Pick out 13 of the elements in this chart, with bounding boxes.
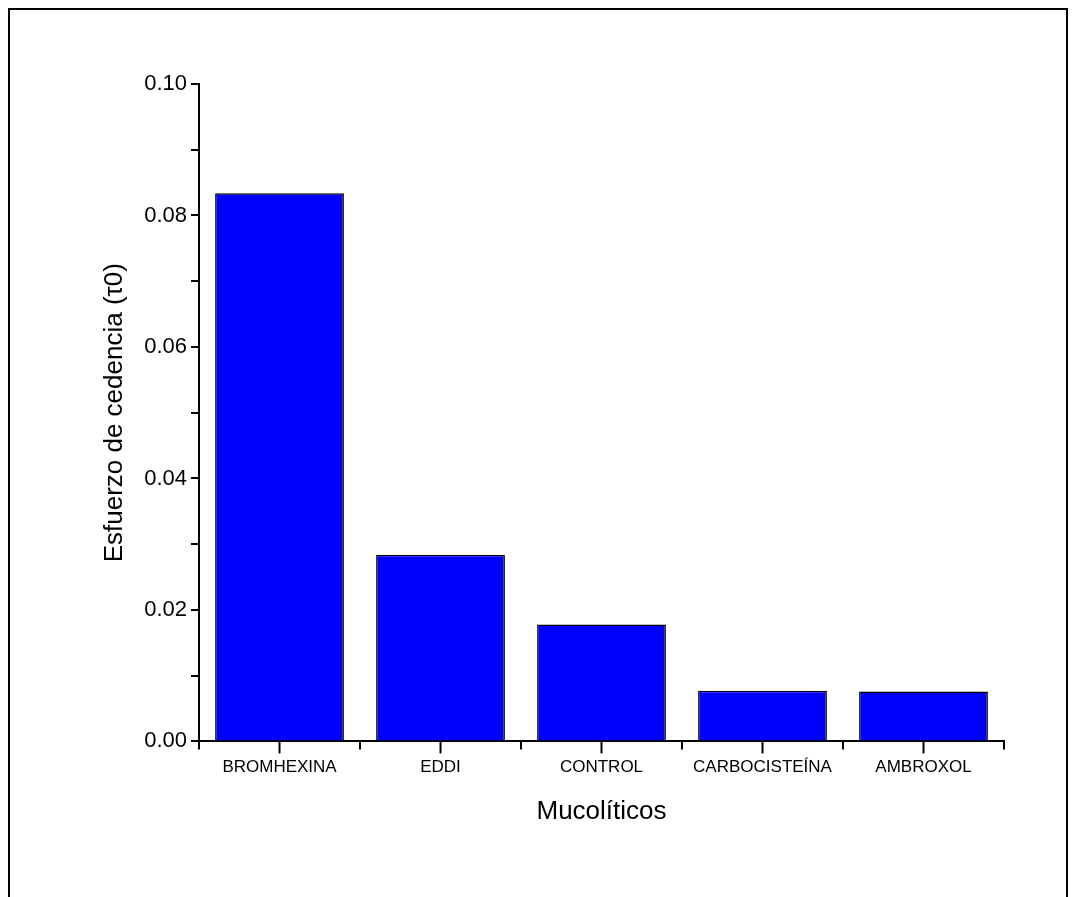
y-axis-title: Esfuerzo de cedencia (τ0) — [97, 263, 128, 563]
y-tick-label: 0.02 — [144, 595, 188, 621]
x-tick-label: CARBOCISTEÍNA — [693, 757, 833, 777]
y-tick-label: 0.04 — [144, 464, 188, 490]
y-tick-label: 0.10 — [144, 70, 188, 96]
y-tick-label: 0.08 — [144, 201, 188, 227]
y-tick-label: 0.00 — [144, 727, 188, 753]
x-tick-label: BROMHEXINA — [222, 757, 338, 777]
x-tick-label: CONTROL — [559, 757, 644, 777]
x-tick-label: EDDI — [420, 757, 461, 777]
y-tick-label: 0.06 — [144, 333, 188, 359]
x-axis-title: Mucolíticos — [536, 794, 667, 825]
x-tick-label: AMBROXOL — [875, 757, 972, 777]
